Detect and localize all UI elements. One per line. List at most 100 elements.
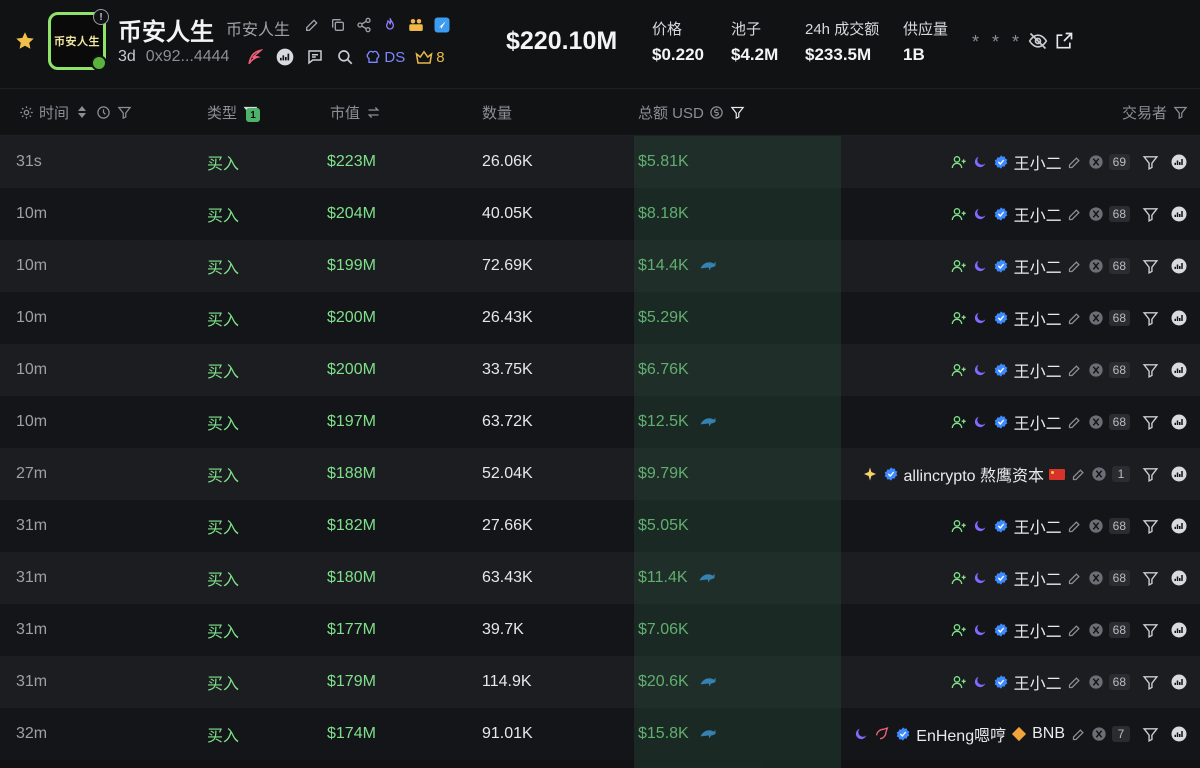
external-link-icon[interactable]: [1054, 31, 1074, 51]
x-twitter-icon[interactable]: [1088, 414, 1104, 430]
copy-icon[interactable]: [328, 15, 348, 35]
trader-name[interactable]: 王小二: [1013, 208, 1062, 225]
table-row[interactable]: 31m 买入 $180M 63.43K $11.4K 王小二 68: [0, 552, 1200, 604]
edit-note-icon[interactable]: [1067, 570, 1083, 586]
edit-icon[interactable]: [302, 15, 322, 35]
row-filter-icon[interactable]: [1141, 361, 1159, 379]
filter-icon[interactable]: [116, 104, 132, 120]
x-twitter-icon[interactable]: [1088, 570, 1104, 586]
row-filter-icon[interactable]: [1141, 725, 1159, 743]
edit-note-icon[interactable]: [1067, 622, 1083, 638]
settings-gear-icon[interactable]: [18, 104, 34, 120]
table-row[interactable]: 31m 买入 $179M 114.9K $20.6K 王小二 68: [0, 656, 1200, 708]
quill-icon[interactable]: [245, 47, 265, 67]
token-logo[interactable]: 币安人生 !: [48, 9, 109, 71]
x-twitter-icon[interactable]: [1088, 518, 1104, 534]
table-row[interactable]: 10m 买入 $204M 40.05K $8.18K 王小二 68: [0, 188, 1200, 240]
search-icon[interactable]: [335, 47, 355, 67]
x-twitter-icon[interactable]: [1088, 258, 1104, 274]
follow-user-icon[interactable]: [951, 154, 967, 170]
trader-name[interactable]: allincrypto 熬鹰资本: [903, 468, 1044, 485]
col-mcap[interactable]: 市值: [330, 89, 381, 135]
table-row[interactable]: 10m 买入 $199M 72.69K $14.4K 王小二 68: [0, 240, 1200, 292]
chart-badge-icon[interactable]: [275, 47, 295, 67]
table-row[interactable]: 27m 买入 $188M 52.04K $9.79K allincrypto 熬…: [0, 448, 1200, 500]
row-chart-icon[interactable]: [1170, 205, 1188, 223]
edit-note-icon[interactable]: [1067, 518, 1083, 534]
row-chart-icon[interactable]: [1170, 725, 1188, 743]
trader-name[interactable]: 王小二: [1013, 520, 1062, 537]
follow-user-icon[interactable]: [951, 310, 967, 326]
x-twitter-icon[interactable]: [1088, 674, 1104, 690]
edit-note-icon[interactable]: [1067, 414, 1083, 430]
people-icon[interactable]: [406, 15, 426, 35]
trader-name[interactable]: EnHeng嗯哼: [916, 728, 1007, 745]
row-chart-icon[interactable]: [1170, 413, 1188, 431]
follow-user-icon[interactable]: [951, 206, 967, 222]
row-filter-icon[interactable]: [1141, 465, 1159, 483]
message-icon[interactable]: [305, 47, 325, 67]
currency-toggle-icon[interactable]: [709, 104, 725, 120]
edit-note-icon[interactable]: [1070, 726, 1086, 742]
contract-address[interactable]: 0x92...4444: [145, 48, 230, 65]
x-twitter-icon[interactable]: [1091, 726, 1107, 742]
row-filter-icon[interactable]: [1141, 257, 1159, 275]
info-icon[interactable]: !: [93, 9, 109, 25]
trader-name[interactable]: 王小二: [1013, 156, 1062, 173]
trader-name[interactable]: 王小二: [1013, 260, 1062, 277]
edit-note-icon[interactable]: [1067, 258, 1083, 274]
table-row[interactable]: 32m 买入 $174M 91.01K $15.8K EnHeng嗯哼 BNB 7: [0, 708, 1200, 760]
edit-note-icon[interactable]: [1067, 154, 1083, 170]
x-twitter-icon[interactable]: [1091, 466, 1107, 482]
x-twitter-icon[interactable]: [1088, 310, 1104, 326]
row-filter-icon[interactable]: [1141, 673, 1159, 691]
table-row[interactable]: 31s 买入 $223M 26.06K $5.81K 王小二 69: [0, 136, 1200, 188]
flame-icon[interactable]: [380, 15, 400, 35]
ds-link[interactable]: DS: [365, 49, 405, 66]
total-filter-icon[interactable]: [730, 104, 746, 120]
row-chart-icon[interactable]: [1170, 309, 1188, 327]
x-twitter-icon[interactable]: [1088, 154, 1104, 170]
trader-name[interactable]: 王小二: [1013, 312, 1062, 329]
row-chart-icon[interactable]: [1170, 257, 1188, 275]
trader-name[interactable]: 王小二: [1013, 572, 1062, 589]
table-row[interactable]: 31m 买入 $177M 39.7K $7.06K 王小二 68: [0, 604, 1200, 656]
swap-icon[interactable]: [365, 104, 381, 120]
table-row[interactable]: 10m 买入 $197M 63.72K $12.5K 王小二 68: [0, 396, 1200, 448]
trader-filter-icon[interactable]: [1172, 104, 1188, 120]
follow-user-icon[interactable]: [951, 570, 967, 586]
edit-note-icon[interactable]: [1067, 310, 1083, 326]
follow-user-icon[interactable]: [951, 518, 967, 534]
row-chart-icon[interactable]: [1170, 153, 1188, 171]
row-filter-icon[interactable]: [1141, 153, 1159, 171]
edit-note-icon[interactable]: [1067, 206, 1083, 222]
share-icon[interactable]: [354, 15, 374, 35]
crown-count[interactable]: 8: [415, 49, 445, 66]
row-chart-icon[interactable]: [1170, 517, 1188, 535]
row-chart-icon[interactable]: [1170, 673, 1188, 691]
row-chart-icon[interactable]: [1170, 569, 1188, 587]
row-chart-icon[interactable]: [1170, 465, 1188, 483]
trader-name[interactable]: 王小二: [1013, 416, 1062, 433]
clock-icon[interactable]: [95, 104, 111, 120]
row-filter-icon[interactable]: [1141, 309, 1159, 327]
x-twitter-icon[interactable]: [1088, 206, 1104, 222]
telegram-icon[interactable]: [432, 15, 452, 35]
follow-user-icon[interactable]: [951, 674, 967, 690]
follow-user-icon[interactable]: [951, 414, 967, 430]
favorite-star-icon[interactable]: [14, 30, 36, 52]
x-twitter-icon[interactable]: [1088, 362, 1104, 378]
row-chart-icon[interactable]: [1170, 361, 1188, 379]
follow-user-icon[interactable]: [951, 362, 967, 378]
follow-user-icon[interactable]: [951, 622, 967, 638]
table-row[interactable]: 31m 买入 $182M 27.66K $5.05K 王小二 68: [0, 500, 1200, 552]
sort-icon[interactable]: [74, 104, 90, 120]
row-filter-icon[interactable]: [1141, 413, 1159, 431]
row-chart-icon[interactable]: [1170, 621, 1188, 639]
eye-off-icon[interactable]: [1028, 31, 1048, 51]
follow-user-icon[interactable]: [951, 258, 967, 274]
trader-name[interactable]: 王小二: [1013, 624, 1062, 641]
table-row[interactable]: 10m 买入 $200M 26.43K $5.29K 王小二 68: [0, 292, 1200, 344]
row-filter-icon[interactable]: [1141, 569, 1159, 587]
trader-name[interactable]: 王小二: [1013, 364, 1062, 381]
